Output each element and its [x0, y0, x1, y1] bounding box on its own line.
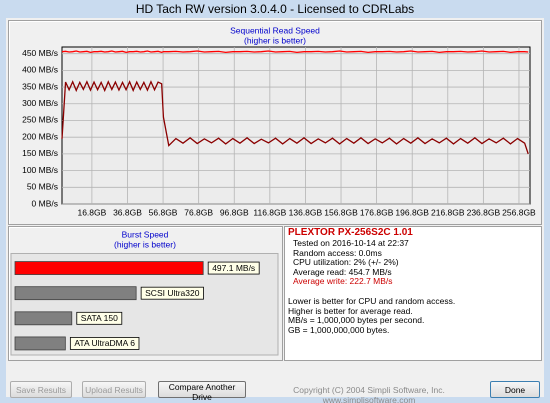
x-tick-label: 136.8GB [289, 207, 323, 217]
save-button[interactable]: Save Results [10, 381, 72, 398]
x-tick-label: 216.8GB [431, 207, 465, 217]
chart-subtitle: (higher is better) [114, 239, 176, 249]
series-line [61, 50, 529, 54]
note: GB = 1,000,000,000 bytes. [288, 324, 390, 335]
x-tick-label: 56.8GB [149, 207, 178, 217]
x-tick-label: 256.8GB [502, 207, 536, 217]
x-tick-label: 236.8GB [467, 207, 501, 217]
device-name: PLEXTOR PX-256S2C 1.01 [288, 227, 413, 238]
category-label: SATA 150 [81, 313, 118, 323]
info-line: Average write: 222.7 MB/s [293, 276, 393, 287]
compare-button[interactable]: Compare Another Drive [158, 381, 246, 402]
x-tick-label: 36.8GB [113, 207, 142, 217]
chart-subtitle: (higher is better) [244, 35, 306, 45]
bar [14, 261, 204, 275]
label-box [69, 337, 140, 350]
window-title: HD Tach RW version 3.0.4.0 - Licensed to… [135, 2, 415, 16]
y-tick-label: 450 MB/s [22, 48, 58, 58]
bar [14, 336, 66, 351]
upload-button[interactable]: Upload Results [82, 381, 146, 398]
chart-title: Burst Speed [122, 229, 169, 239]
y-tick-label: 200 MB/s [22, 131, 58, 141]
plot-area [61, 46, 531, 205]
y-tick-label: 150 MB/s [22, 148, 58, 158]
note: MB/s = 1,000,000 bytes per second. [288, 315, 425, 326]
y-tick-label: 250 MB/s [22, 115, 58, 125]
info-panel: PLEXTOR PX-256S2C 1.01 Tested on 2016-10… [284, 226, 542, 361]
x-tick-label: 76.8GB [184, 207, 213, 217]
y-tick-label: 50 MB/s [27, 182, 58, 192]
info-line: CPU utilization: 2% (+/- 2%) [293, 257, 399, 268]
category-label: SCSI Ultra320 [145, 288, 200, 298]
info-line: Tested on 2016-10-14 at 22:37 [293, 238, 409, 248]
note: Higher is better for average read. [288, 305, 413, 316]
info-line: Average read: 454.7 MB/s [293, 266, 392, 277]
label-box [76, 311, 123, 325]
label-box [140, 286, 204, 300]
x-tick-label: 96.8GB [220, 207, 249, 217]
y-tick-label: 100 MB/s [22, 165, 58, 175]
category-label: ATA UltraDMA 6 [74, 338, 135, 348]
y-tick-label: 300 MB/s [22, 98, 58, 108]
x-tick-label: 196.8GB [395, 207, 429, 217]
x-tick-label: 176.8GB [360, 207, 394, 217]
note: Lower is better for CPU and random acces… [288, 295, 456, 306]
y-tick-label: 0 MB/s [32, 198, 58, 208]
data-label: 497.1 MB/s [212, 263, 255, 273]
x-tick-label: 16.8GB [77, 207, 106, 217]
bar [14, 286, 137, 301]
x-tick-label: 156.8GB [324, 207, 358, 217]
chart-title: Sequential Read Speed [230, 25, 320, 35]
x-tick-label: 116.8GB [253, 207, 286, 217]
done-button[interactable]: Done [490, 381, 540, 398]
y-tick-label: 400 MB/s [22, 65, 58, 75]
info-line: Random access: 0.0ms [293, 247, 382, 258]
y-tick-label: 350 MB/s [22, 81, 58, 91]
series-line [61, 80, 529, 155]
copyright: Copyright (C) 2004 Simpli Software, Inc.… [293, 385, 445, 403]
bar [14, 311, 73, 326]
label-box [207, 261, 260, 275]
